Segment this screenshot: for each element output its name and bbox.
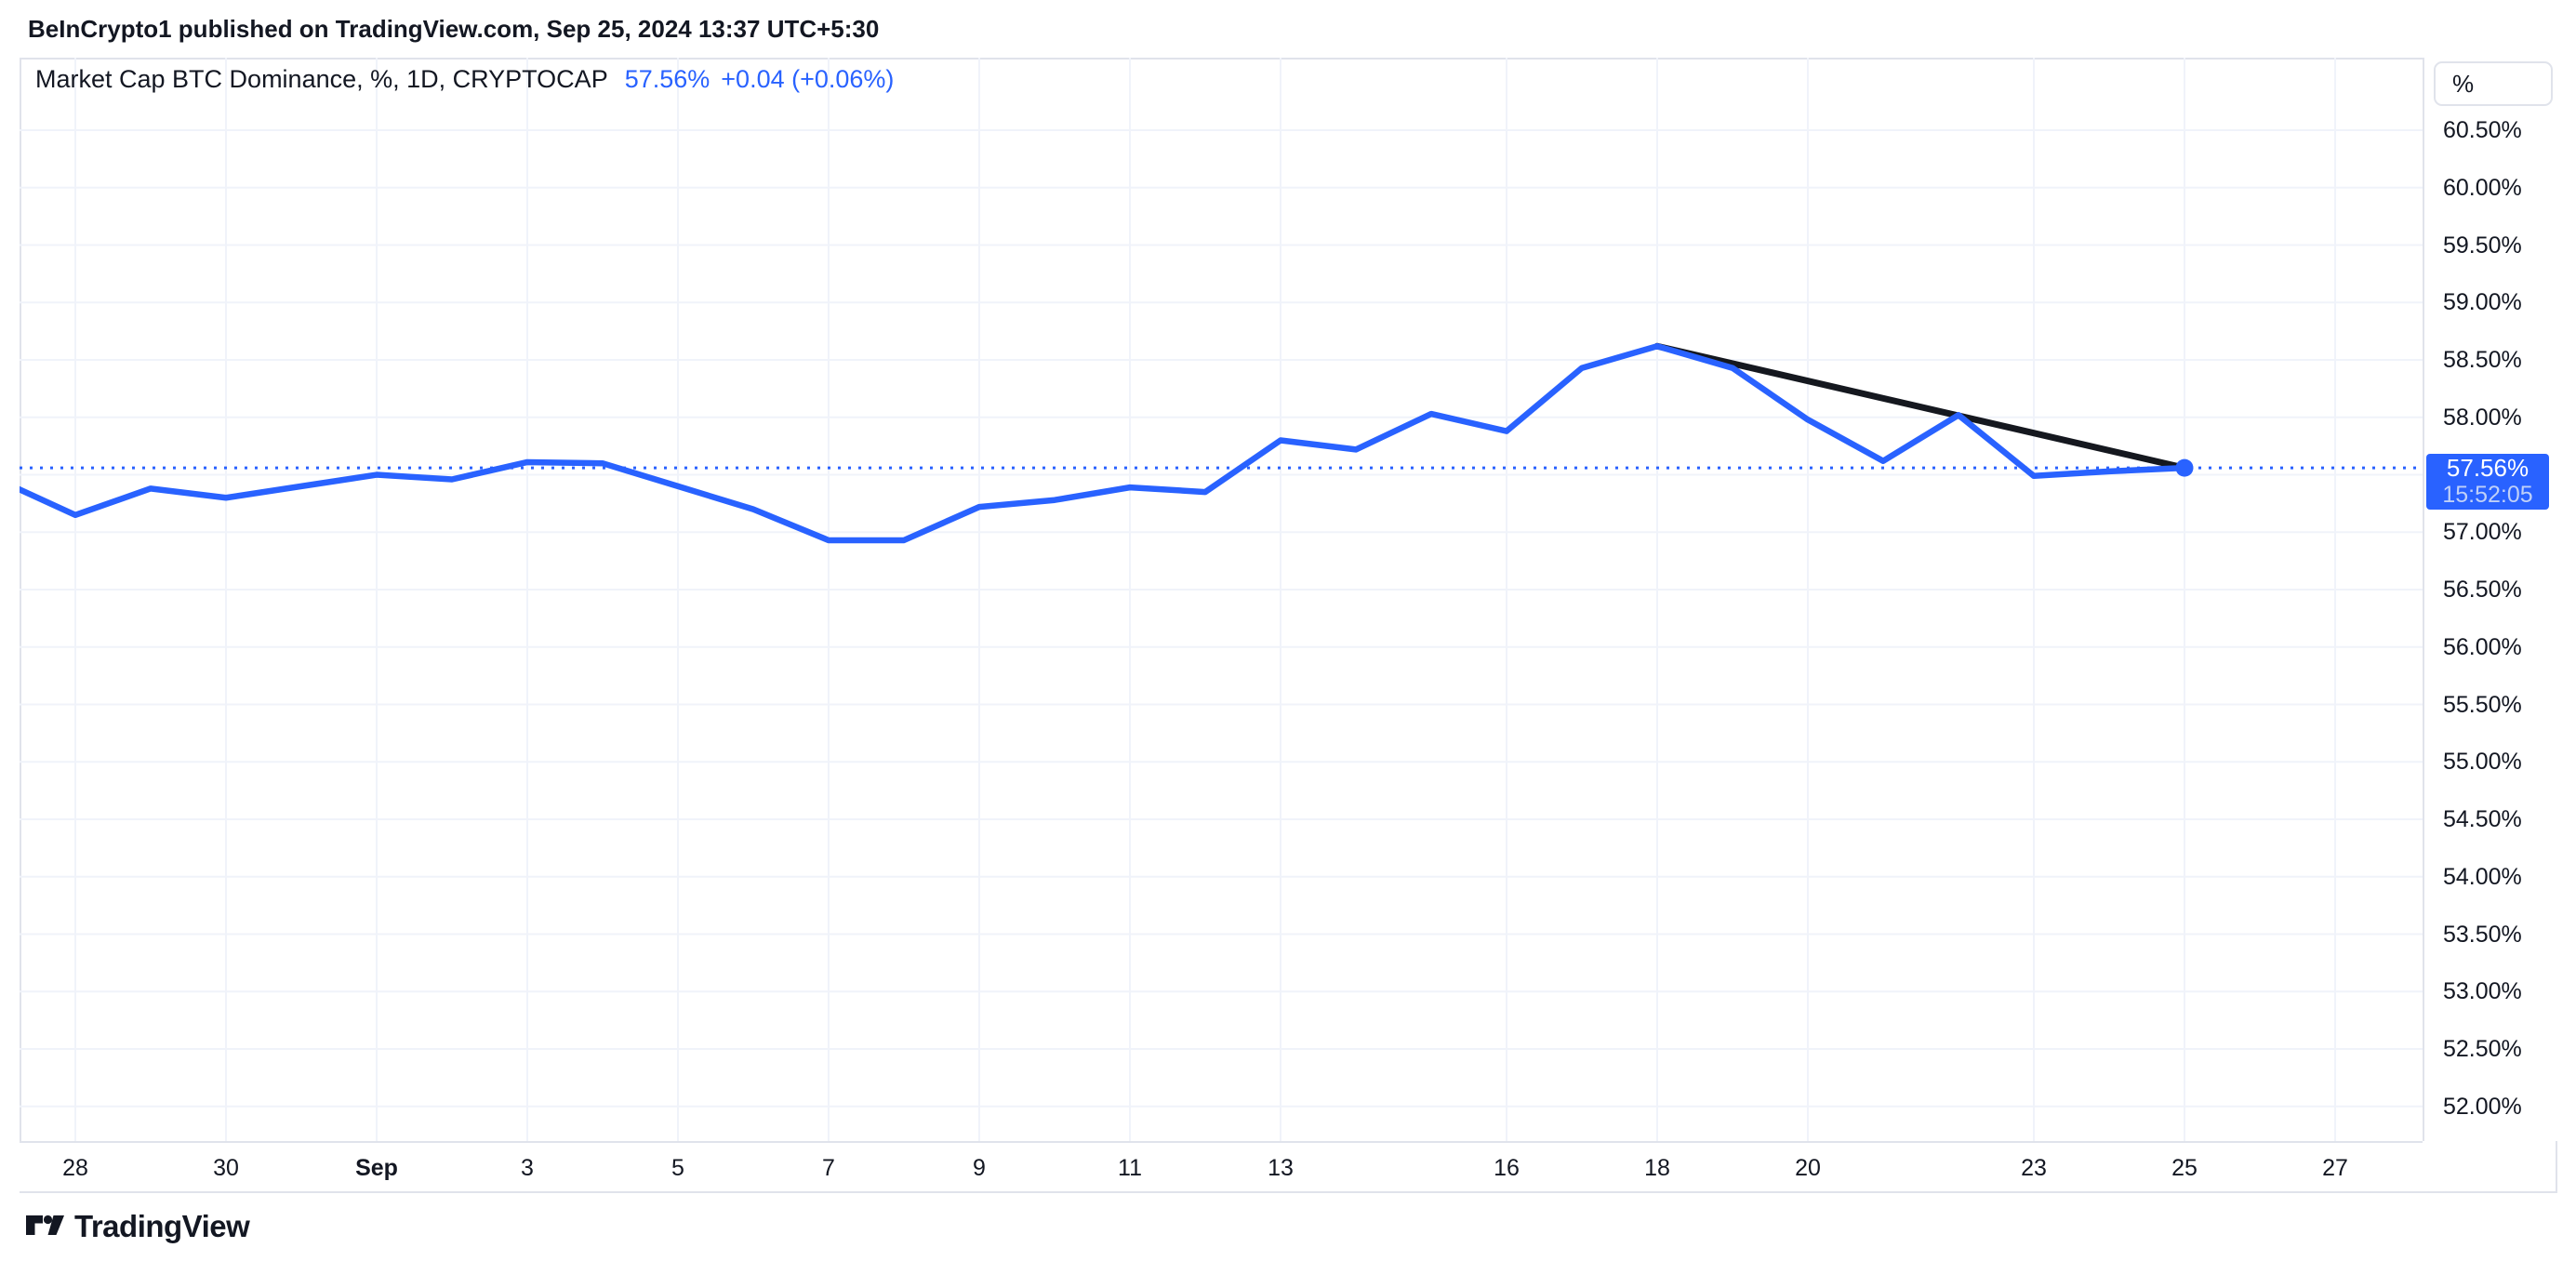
time-axis-label: 16 bbox=[1494, 1155, 1520, 1181]
time-axis-label: 18 bbox=[1644, 1155, 1670, 1181]
tradingview-logo-text: TradingView bbox=[74, 1209, 250, 1243]
price-chart-canvas[interactable] bbox=[20, 58, 2423, 1141]
price-axis[interactable]: % 60.50% 60.00% 59.50% 59.00% 58.50% 58.00% 57… bbox=[2423, 58, 2557, 1141]
time-axis-label: 13 bbox=[1268, 1155, 1294, 1181]
time-axis-label: 3 bbox=[521, 1155, 534, 1181]
price-scale-unit-button[interactable]: % bbox=[2434, 61, 2553, 106]
price-axis-label: 56.50% bbox=[2443, 577, 2522, 604]
price-axis-label: 55.50% bbox=[2443, 691, 2522, 718]
time-axis[interactable]: 28 30 Sep 3 5 7 9 11 13 16 18 20 23 25 27 bbox=[20, 1141, 2423, 1191]
price-axis-label: 60.00% bbox=[2443, 174, 2522, 201]
time-axis-label: 11 bbox=[1118, 1155, 1142, 1181]
price-axis-label: 57.00% bbox=[2443, 519, 2522, 546]
tradingview-logo-icon bbox=[26, 1215, 64, 1235]
time-axis-label: 27 bbox=[2322, 1155, 2348, 1181]
time-axis-label: 7 bbox=[822, 1155, 835, 1181]
publish-info: BeInCrypto1 published on TradingView.com… bbox=[28, 15, 880, 43]
price-axis-label: 55.00% bbox=[2443, 749, 2522, 776]
bar-countdown-timer: 15:52:05 bbox=[2442, 482, 2533, 508]
price-axis-label: 58.50% bbox=[2443, 347, 2522, 374]
time-axis-label: 5 bbox=[671, 1155, 684, 1181]
time-axis-label: 25 bbox=[2171, 1155, 2198, 1181]
price-axis-label: 60.50% bbox=[2443, 117, 2522, 144]
price-axis-label: 59.00% bbox=[2443, 289, 2522, 316]
time-axis-label: 23 bbox=[2021, 1155, 2047, 1181]
price-series-line bbox=[20, 342, 2188, 544]
current-price-value: 57.56% bbox=[2446, 454, 2530, 482]
value-change: +0.04 (+0.06%) bbox=[721, 65, 895, 93]
time-axis-label: 9 bbox=[973, 1155, 986, 1181]
current-price-label: 57.56% 15:52:05 bbox=[2426, 454, 2549, 510]
time-axis-label: 20 bbox=[1795, 1155, 1821, 1181]
time-axis-label: 28 bbox=[62, 1155, 88, 1181]
last-price-dot bbox=[2175, 458, 2194, 477]
tradingview-logo[interactable]: TradingView bbox=[26, 1209, 250, 1244]
symbol-title[interactable]: Market Cap BTC Dominance, %, 1D, CRYPTOC… bbox=[35, 65, 608, 93]
chart-legend: Market Cap BTC Dominance, %, 1D, CRYPTOC… bbox=[35, 65, 894, 94]
price-axis-label: 52.50% bbox=[2443, 1036, 2522, 1063]
last-value: 57.56% bbox=[624, 65, 710, 93]
price-axis-label: 59.50% bbox=[2443, 232, 2522, 259]
time-axis-label: 30 bbox=[213, 1155, 239, 1181]
price-axis-label: 52.00% bbox=[2443, 1093, 2522, 1120]
price-axis-label: 54.50% bbox=[2443, 806, 2522, 833]
price-axis-label: 58.00% bbox=[2443, 404, 2522, 431]
trend-line bbox=[1653, 342, 2188, 471]
price-axis-label: 53.50% bbox=[2443, 921, 2522, 948]
price-axis-label: 54.00% bbox=[2443, 863, 2522, 890]
price-axis-label: 53.00% bbox=[2443, 978, 2522, 1005]
price-axis-label: 56.00% bbox=[2443, 633, 2522, 660]
time-axis-label: Sep bbox=[355, 1155, 398, 1181]
